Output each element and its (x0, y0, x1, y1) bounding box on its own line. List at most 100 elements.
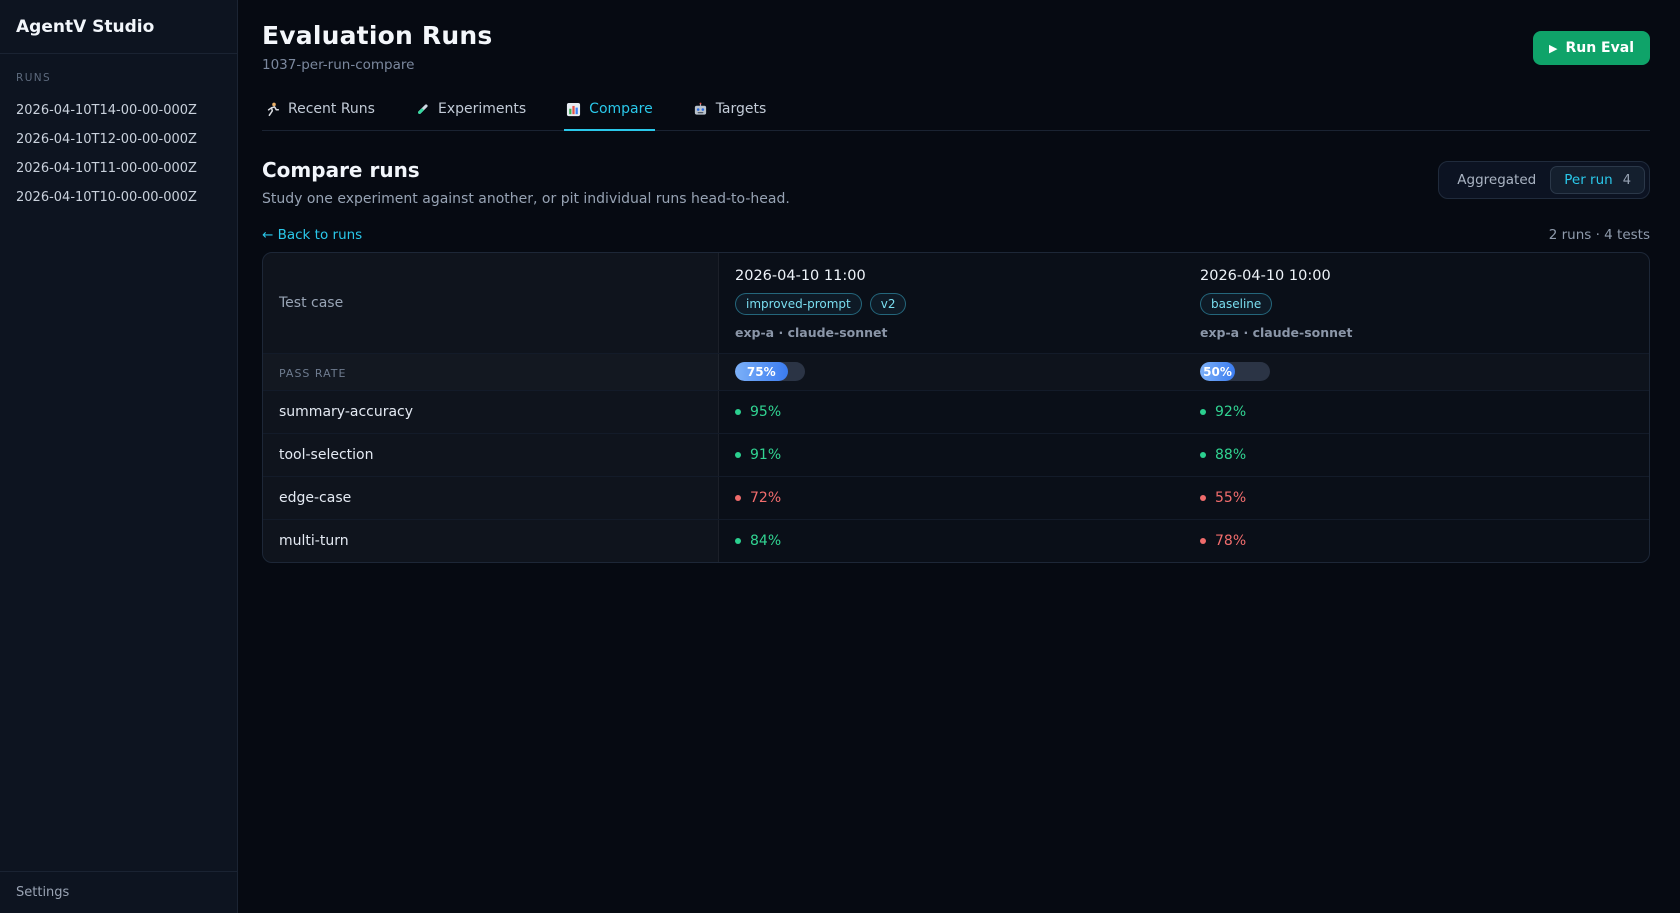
test-case-column-header: Test case (263, 253, 719, 353)
pass-rate-row: PASS RATE 75% 50% (263, 353, 1649, 390)
table-header-row: Test case 2026-04-10 11:00 improved-prom… (263, 253, 1649, 353)
table-row: summary-accuracy 95% 92% (263, 390, 1649, 433)
pass-rate-label: PASS RATE (263, 354, 719, 390)
tab-label: Compare (589, 101, 653, 117)
back-to-runs-link[interactable]: ← Back to runs (262, 227, 363, 243)
tag-badge: improved-prompt (735, 293, 862, 315)
pass-rate-value: 50% (1203, 364, 1232, 379)
pass-rate-value: 75% (746, 364, 776, 379)
result-value: 84% (750, 533, 782, 549)
sidebar-run-item[interactable]: 2026-04-10T11-00-00-000Z (16, 161, 197, 176)
page-title-block: Evaluation Runs 1037-per-run-compare (262, 21, 492, 73)
run-eval-button[interactable]: ▶ Run Eval (1533, 31, 1650, 65)
table-row: multi-turn 84% 78% (263, 519, 1649, 562)
test-name: multi-turn (263, 520, 719, 562)
tab-label: Targets (715, 101, 767, 117)
app-title: AgentV Studio (0, 0, 237, 54)
result-value: 72% (750, 490, 782, 506)
test-result: 72% (719, 477, 1184, 519)
result-value: 88% (1215, 447, 1247, 463)
run-count-badge: 4 (1622, 172, 1631, 188)
sidebar-run-item[interactable]: 2026-04-10T14-00-00-000Z (16, 103, 197, 118)
pass-rate-bar-fill: 50% (1200, 362, 1235, 381)
test-result: 91% (719, 434, 1184, 476)
run-meta: exp-a · claude-sonnet (735, 325, 888, 340)
settings-link[interactable]: Settings (0, 871, 237, 913)
tab-compare[interactable]: Compare (564, 101, 655, 131)
table-row: tool-selection 91% 88% (263, 433, 1649, 476)
run-badges: improved-prompt v2 (735, 293, 1168, 315)
tab-recent-runs[interactable]: Recent Runs (263, 101, 377, 131)
run-datetime: 2026-04-10 11:00 (735, 268, 866, 284)
runs-tests-summary: 2 runs · 4 tests (1548, 227, 1650, 243)
tab-bar: Recent Runs Experiments Compare Targets (262, 101, 1650, 131)
compare-titles: Compare runs Study one experiment agains… (262, 158, 790, 207)
result-value: 55% (1215, 490, 1247, 506)
main-content: Evaluation Runs 1037-per-run-compare ▶ R… (238, 0, 1680, 913)
test-name: edge-case (263, 477, 719, 519)
test-tube-icon (415, 102, 430, 117)
test-result: 84% (719, 520, 1184, 562)
runner-icon (265, 102, 280, 117)
pass-rate-bar: 75% (735, 362, 805, 381)
test-name: summary-accuracy (263, 391, 719, 433)
test-name: tool-selection (263, 434, 719, 476)
compare-table: Test case 2026-04-10 11:00 improved-prom… (262, 252, 1650, 563)
status-dot-icon (735, 409, 741, 415)
play-icon: ▶ (1549, 41, 1558, 55)
compare-list-header: ← Back to runs 2 runs · 4 tests (262, 227, 1650, 243)
page-title: Evaluation Runs (262, 21, 493, 50)
toggle-per-run[interactable]: Per run 4 (1550, 166, 1645, 194)
tab-targets[interactable]: Targets (691, 101, 769, 131)
status-dot-icon (735, 495, 741, 501)
test-result: 55% (1184, 477, 1649, 519)
test-result: 78% (1184, 520, 1649, 562)
robot-icon (693, 102, 708, 117)
compare-section-header: Compare runs Study one experiment agains… (262, 158, 1650, 207)
run-meta: exp-a · claude-sonnet (1200, 325, 1353, 340)
bar-chart-icon (566, 102, 581, 117)
test-result: 92% (1184, 391, 1649, 433)
status-dot-icon (1200, 452, 1206, 458)
view-mode-toggle: Aggregated Per run 4 (1438, 161, 1650, 199)
sidebar-run-item[interactable]: 2026-04-10T10-00-00-000Z (16, 190, 197, 205)
tab-experiments[interactable]: Experiments (413, 101, 528, 131)
pass-rate-cell: 75% (719, 354, 1184, 390)
sidebar: AgentV Studio RUNS 2026-04-10T14-00-00-0… (0, 0, 238, 913)
tag-badge: v2 (869, 293, 907, 315)
run-column-header: 2026-04-10 11:00 improved-prompt v2 exp-… (719, 253, 1184, 353)
status-dot-icon (1200, 409, 1206, 415)
page-header: Evaluation Runs 1037-per-run-compare ▶ R… (262, 0, 1650, 73)
tab-label: Recent Runs (288, 101, 375, 117)
runs-section-label: RUNS (16, 72, 52, 84)
section-title: Compare runs (262, 158, 420, 182)
sidebar-runs-list: RUNS 2026-04-10T14-00-00-000Z 2026-04-10… (0, 54, 237, 871)
page-subtitle: 1037-per-run-compare (262, 57, 415, 73)
result-value: 91% (750, 447, 782, 463)
run-datetime: 2026-04-10 10:00 (1200, 268, 1331, 284)
sidebar-run-item[interactable]: 2026-04-10T12-00-00-000Z (16, 132, 197, 147)
pass-rate-cell: 50% (1184, 354, 1649, 390)
status-dot-icon (735, 538, 741, 544)
status-dot-icon (735, 452, 741, 458)
tab-label: Experiments (437, 101, 527, 117)
result-value: 95% (750, 404, 782, 420)
tag-badge: baseline (1200, 293, 1273, 315)
table-row: edge-case 72% 55% (263, 476, 1649, 519)
pass-rate-bar-fill: 75% (735, 362, 788, 381)
status-dot-icon (1200, 538, 1206, 544)
test-result: 88% (1184, 434, 1649, 476)
toggle-per-run-label: Per run (1564, 172, 1613, 188)
toggle-aggregated[interactable]: Aggregated (1457, 172, 1537, 188)
compare-section: Compare runs Study one experiment agains… (262, 158, 1650, 563)
status-dot-icon (1200, 495, 1206, 501)
test-result: 95% (719, 391, 1184, 433)
result-value: 78% (1215, 533, 1247, 549)
section-description: Study one experiment against another, or… (262, 191, 790, 207)
run-column-header: 2026-04-10 10:00 baseline exp-a · claude… (1184, 253, 1649, 353)
result-value: 92% (1215, 404, 1247, 420)
run-badges: baseline (1200, 293, 1633, 315)
pass-rate-bar: 50% (1200, 362, 1270, 381)
run-eval-label: Run Eval (1565, 40, 1634, 56)
